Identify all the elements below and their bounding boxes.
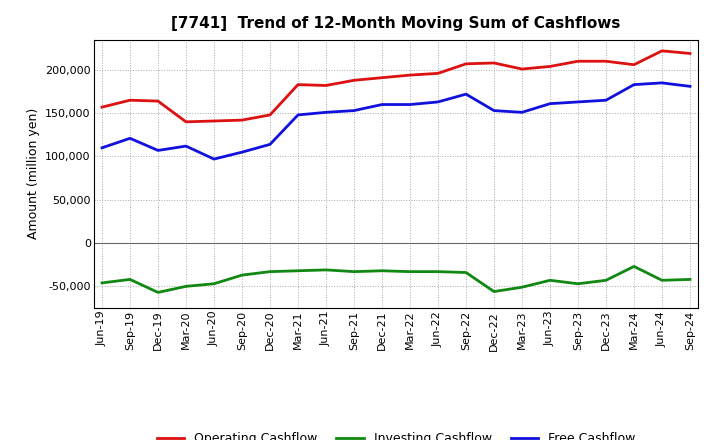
Operating Cashflow	[322, 83, 330, 88]
Investing Cashflow	[462, 270, 470, 275]
Investing Cashflow	[378, 268, 387, 273]
Operating Cashflow	[490, 60, 498, 66]
Operating Cashflow	[153, 99, 162, 104]
Investing Cashflow	[433, 269, 442, 274]
Operating Cashflow	[657, 48, 666, 54]
Investing Cashflow	[657, 278, 666, 283]
Operating Cashflow	[630, 62, 639, 67]
Free Cashflow	[181, 143, 190, 149]
Operating Cashflow	[602, 59, 611, 64]
Operating Cashflow	[350, 77, 359, 83]
Title: [7741]  Trend of 12-Month Moving Sum of Cashflows: [7741] Trend of 12-Month Moving Sum of C…	[171, 16, 621, 32]
Line: Free Cashflow: Free Cashflow	[102, 83, 690, 159]
Free Cashflow	[98, 145, 107, 150]
Operating Cashflow	[266, 112, 274, 117]
Free Cashflow	[462, 92, 470, 97]
Investing Cashflow	[350, 269, 359, 274]
Operating Cashflow	[238, 117, 246, 123]
Y-axis label: Amount (million yen): Amount (million yen)	[27, 108, 40, 239]
Operating Cashflow	[574, 59, 582, 64]
Operating Cashflow	[462, 61, 470, 66]
Free Cashflow	[405, 102, 414, 107]
Free Cashflow	[378, 102, 387, 107]
Free Cashflow	[153, 148, 162, 153]
Free Cashflow	[294, 112, 302, 117]
Operating Cashflow	[546, 64, 554, 69]
Investing Cashflow	[546, 278, 554, 283]
Line: Investing Cashflow: Investing Cashflow	[102, 267, 690, 293]
Investing Cashflow	[266, 269, 274, 274]
Investing Cashflow	[630, 264, 639, 269]
Operating Cashflow	[518, 66, 526, 72]
Investing Cashflow	[518, 285, 526, 290]
Operating Cashflow	[181, 119, 190, 125]
Operating Cashflow	[378, 75, 387, 81]
Free Cashflow	[238, 150, 246, 155]
Operating Cashflow	[685, 51, 694, 56]
Free Cashflow	[602, 98, 611, 103]
Investing Cashflow	[405, 269, 414, 274]
Free Cashflow	[574, 99, 582, 105]
Investing Cashflow	[238, 272, 246, 278]
Line: Operating Cashflow: Operating Cashflow	[102, 51, 690, 122]
Investing Cashflow	[98, 280, 107, 286]
Free Cashflow	[266, 142, 274, 147]
Legend: Operating Cashflow, Investing Cashflow, Free Cashflow: Operating Cashflow, Investing Cashflow, …	[152, 427, 640, 440]
Operating Cashflow	[405, 73, 414, 78]
Operating Cashflow	[433, 71, 442, 76]
Free Cashflow	[350, 108, 359, 113]
Operating Cashflow	[294, 82, 302, 87]
Free Cashflow	[518, 110, 526, 115]
Free Cashflow	[322, 110, 330, 115]
Investing Cashflow	[685, 277, 694, 282]
Investing Cashflow	[126, 277, 135, 282]
Investing Cashflow	[153, 290, 162, 295]
Operating Cashflow	[210, 118, 218, 124]
Free Cashflow	[685, 84, 694, 89]
Free Cashflow	[657, 80, 666, 85]
Free Cashflow	[490, 108, 498, 113]
Free Cashflow	[126, 136, 135, 141]
Investing Cashflow	[294, 268, 302, 273]
Investing Cashflow	[181, 284, 190, 289]
Free Cashflow	[630, 82, 639, 87]
Investing Cashflow	[210, 281, 218, 286]
Free Cashflow	[210, 157, 218, 162]
Operating Cashflow	[98, 104, 107, 110]
Investing Cashflow	[602, 278, 611, 283]
Investing Cashflow	[490, 289, 498, 294]
Free Cashflow	[546, 101, 554, 106]
Operating Cashflow	[126, 98, 135, 103]
Investing Cashflow	[322, 267, 330, 272]
Investing Cashflow	[574, 281, 582, 286]
Free Cashflow	[433, 99, 442, 105]
